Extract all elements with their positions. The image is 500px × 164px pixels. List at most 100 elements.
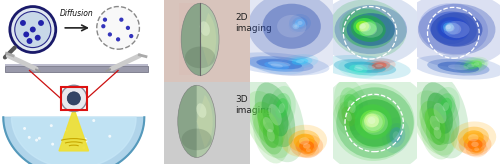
Ellipse shape — [340, 7, 390, 47]
Ellipse shape — [292, 23, 299, 29]
Ellipse shape — [346, 13, 395, 46]
Ellipse shape — [436, 17, 464, 39]
Ellipse shape — [289, 14, 311, 32]
Ellipse shape — [372, 62, 386, 69]
Ellipse shape — [441, 20, 459, 35]
Text: Cy7 10 min: Cy7 10 min — [436, 2, 480, 11]
Wedge shape — [200, 13, 216, 66]
Ellipse shape — [354, 64, 376, 70]
Polygon shape — [12, 117, 136, 164]
Ellipse shape — [262, 93, 288, 136]
Circle shape — [38, 20, 44, 26]
Ellipse shape — [466, 141, 487, 157]
Ellipse shape — [458, 133, 492, 156]
Ellipse shape — [292, 58, 308, 65]
Text: Cy7 0 min: Cy7 0 min — [356, 2, 395, 11]
Ellipse shape — [430, 12, 470, 44]
Circle shape — [26, 38, 32, 44]
Circle shape — [103, 18, 107, 22]
Text: 2D
imaging: 2D imaging — [236, 13, 272, 33]
Ellipse shape — [345, 112, 352, 121]
Ellipse shape — [464, 62, 478, 69]
Ellipse shape — [458, 127, 489, 149]
Bar — [164, 82, 250, 164]
Ellipse shape — [354, 105, 392, 140]
Ellipse shape — [245, 56, 314, 72]
Circle shape — [116, 37, 120, 41]
Ellipse shape — [362, 58, 396, 73]
Ellipse shape — [368, 61, 390, 71]
Ellipse shape — [258, 60, 296, 72]
Ellipse shape — [390, 127, 402, 144]
Circle shape — [65, 129, 68, 132]
Ellipse shape — [446, 24, 454, 32]
Ellipse shape — [299, 141, 314, 151]
Ellipse shape — [360, 22, 377, 35]
Ellipse shape — [344, 62, 386, 73]
Ellipse shape — [354, 18, 376, 36]
Ellipse shape — [392, 131, 399, 139]
Ellipse shape — [344, 62, 372, 75]
Ellipse shape — [360, 110, 385, 133]
Ellipse shape — [255, 82, 295, 147]
Text: 3D
imaging: 3D imaging — [236, 95, 272, 115]
Circle shape — [84, 140, 87, 143]
Text: Diffusion: Diffusion — [60, 9, 94, 18]
Ellipse shape — [386, 123, 406, 148]
Ellipse shape — [298, 21, 302, 25]
Ellipse shape — [263, 123, 279, 148]
Ellipse shape — [298, 142, 320, 158]
Ellipse shape — [248, 0, 336, 60]
Ellipse shape — [472, 61, 482, 67]
Circle shape — [126, 26, 130, 30]
Circle shape — [15, 11, 51, 48]
Ellipse shape — [334, 78, 370, 135]
Circle shape — [51, 143, 54, 146]
Ellipse shape — [467, 64, 474, 67]
Ellipse shape — [318, 71, 432, 164]
Wedge shape — [178, 85, 197, 157]
Ellipse shape — [444, 21, 469, 38]
Ellipse shape — [427, 92, 453, 134]
Ellipse shape — [351, 15, 386, 42]
Bar — [5, 66, 148, 72]
Ellipse shape — [333, 95, 364, 138]
Circle shape — [181, 3, 219, 75]
Ellipse shape — [446, 23, 461, 34]
Ellipse shape — [253, 107, 288, 164]
Circle shape — [10, 7, 56, 52]
Ellipse shape — [434, 127, 442, 139]
Ellipse shape — [464, 136, 486, 152]
Ellipse shape — [359, 21, 383, 38]
Ellipse shape — [276, 98, 288, 118]
Ellipse shape — [185, 47, 216, 68]
Ellipse shape — [282, 54, 319, 69]
Circle shape — [108, 32, 112, 37]
Ellipse shape — [200, 21, 210, 36]
Ellipse shape — [340, 87, 363, 126]
Text: Cy7 0 min: Cy7 0 min — [356, 84, 395, 93]
Ellipse shape — [336, 87, 414, 159]
Ellipse shape — [443, 23, 454, 31]
Circle shape — [108, 135, 112, 138]
Circle shape — [97, 7, 140, 49]
Ellipse shape — [440, 20, 456, 34]
Ellipse shape — [432, 87, 460, 126]
Ellipse shape — [342, 107, 355, 126]
Ellipse shape — [463, 130, 483, 145]
Ellipse shape — [474, 147, 479, 151]
Ellipse shape — [277, 15, 306, 38]
Ellipse shape — [250, 57, 304, 74]
Circle shape — [35, 35, 40, 41]
Ellipse shape — [355, 105, 388, 136]
Circle shape — [84, 138, 87, 141]
Text: Control: Control — [278, 2, 305, 11]
Ellipse shape — [301, 144, 316, 156]
Circle shape — [129, 34, 134, 38]
Ellipse shape — [256, 59, 302, 69]
Circle shape — [38, 137, 41, 140]
Bar — [164, 0, 250, 82]
Circle shape — [178, 85, 216, 157]
Ellipse shape — [364, 113, 382, 131]
Circle shape — [82, 146, 86, 149]
